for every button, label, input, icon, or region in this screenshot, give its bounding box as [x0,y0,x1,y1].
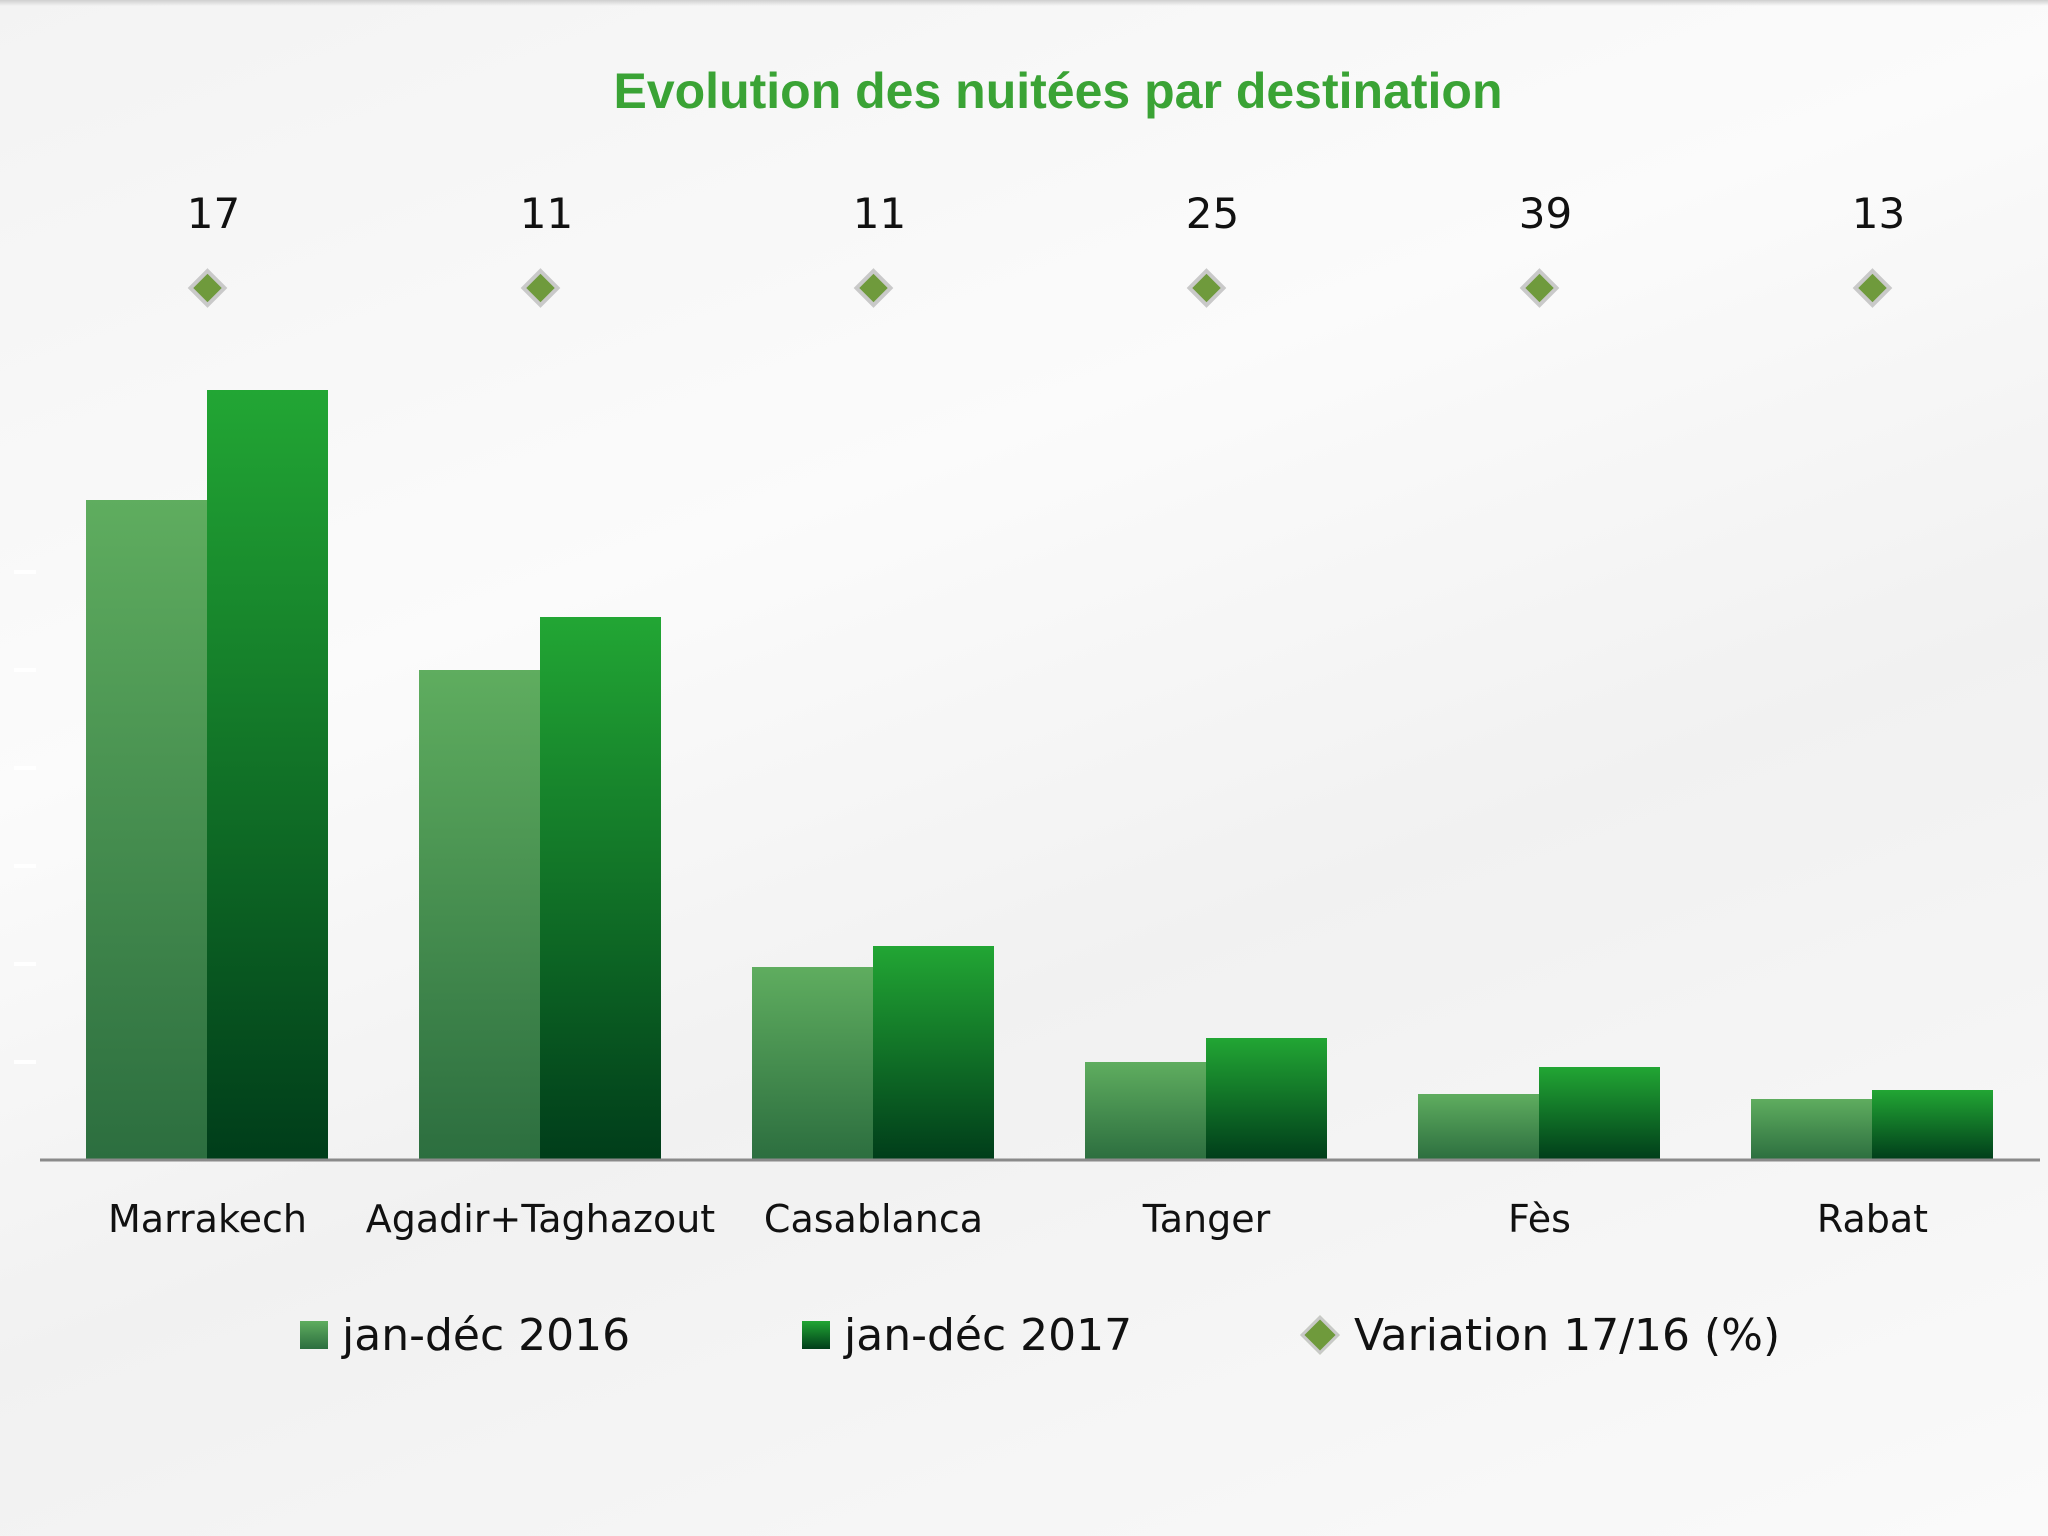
bar-2017-marrakech [207,390,328,1160]
category-labels: Marrakech Agadir+Taghazout Casablanca Tange… [108,1197,1928,1241]
variation-value: 17 [187,189,240,238]
category-label: Fès [1508,1197,1571,1241]
variation-value: 25 [1186,189,1239,238]
legend-swatch-2017 [802,1321,830,1349]
legend-item-variation: Variation 17/16 (%) [1300,1300,1781,1370]
top-border [0,0,2048,6]
axis-ticks [14,570,36,1064]
legend-label-variation: Variation 17/16 (%) [1354,1309,1781,1361]
bar-2017-casablanca [873,946,994,1160]
bar-2017-agadir-taghazout [540,617,661,1160]
variation-value: 39 [1519,189,1572,238]
chart-title: Evolution des nuitées par destination [613,63,1502,119]
legend: jan-déc 2016 jan-déc 2017 Variation 17/1… [0,1300,2048,1370]
bar-2017-tanger [1206,1038,1327,1160]
bar-2016-marrakech [86,500,207,1160]
legend-swatch-2016 [300,1321,328,1349]
variation-marker [1852,268,1893,308]
bar-2016-rabat [1751,1099,1872,1160]
variation-value: 13 [1852,189,1905,238]
legend-item-2017: jan-déc 2017 [802,1300,1132,1370]
category-label: Marrakech [108,1197,307,1241]
variation-marker [187,268,228,308]
category-label: Agadir+Taghazout [366,1197,715,1241]
variation-marker [1519,268,1560,308]
bar-2017-f-s [1539,1067,1660,1160]
category-label: Casablanca [764,1197,983,1241]
bars-group [86,390,1993,1160]
category-label: Rabat [1817,1197,1928,1241]
legend-item-2016: jan-déc 2016 [300,1300,630,1370]
bar-2016-agadir-taghazout [419,670,540,1160]
bar-2016-tanger [1085,1062,1206,1160]
variation-marker [853,268,894,308]
legend-label-2017: jan-déc 2017 [844,1309,1133,1361]
bar-2016-f-s [1418,1094,1539,1160]
variation-value: 11 [520,189,573,238]
bar-2017-rabat [1872,1090,1993,1160]
category-label: Tanger [1142,1197,1271,1241]
variation-marker [1186,268,1227,308]
legend-label-2016: jan-déc 2016 [342,1309,631,1361]
bar-2016-casablanca [752,967,873,1160]
diamond-icon [1300,1315,1340,1355]
variation-value: 11 [853,189,906,238]
variation-markers: 17 11 11 25 39 13 [187,189,1905,308]
variation-marker [520,268,561,308]
